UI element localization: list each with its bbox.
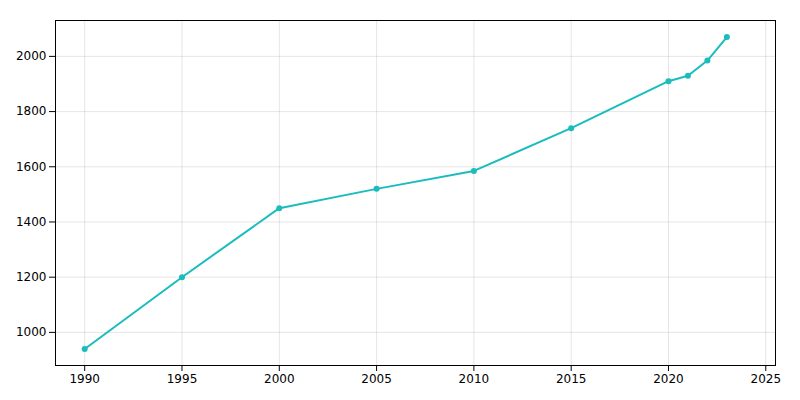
svg-text:2010: 2010 <box>459 372 490 386</box>
svg-text:1990: 1990 <box>69 372 100 386</box>
svg-text:1995: 1995 <box>167 372 198 386</box>
svg-text:2025: 2025 <box>750 372 781 386</box>
svg-text:1000: 1000 <box>16 325 47 339</box>
svg-text:2000: 2000 <box>16 49 47 63</box>
svg-text:2020: 2020 <box>653 372 684 386</box>
svg-text:2000: 2000 <box>264 372 295 386</box>
svg-text:1400: 1400 <box>16 215 47 229</box>
svg-text:1800: 1800 <box>16 104 47 118</box>
svg-text:1600: 1600 <box>16 160 47 174</box>
svg-text:2005: 2005 <box>361 372 392 386</box>
svg-text:2015: 2015 <box>556 372 587 386</box>
svg-text:1200: 1200 <box>16 270 47 284</box>
